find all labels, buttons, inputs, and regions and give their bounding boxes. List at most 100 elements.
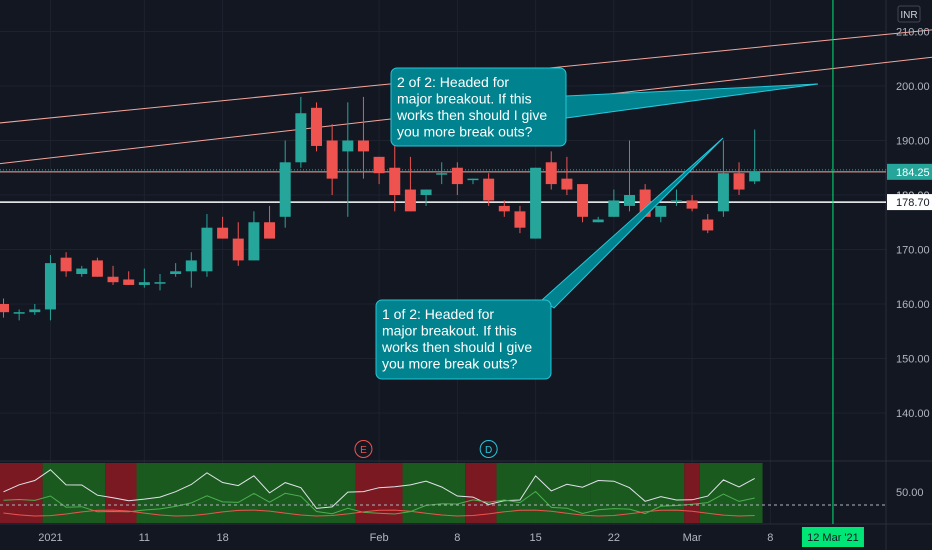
horizontal-lines[interactable]: [0, 169, 886, 203]
candle: [733, 162, 745, 195]
candle-body: [29, 309, 41, 313]
indicator-line-signal: [3, 490, 755, 515]
candle-body: [326, 140, 338, 179]
indicator-band: [699, 463, 763, 523]
candle: [483, 173, 495, 206]
callout-line: major breakout. If this: [397, 91, 532, 107]
currency-badge[interactable]: INR: [897, 5, 921, 23]
candle: [655, 205, 667, 223]
time-tick-label: 8: [767, 532, 773, 544]
candle-body: [686, 200, 698, 209]
event-marker-circle: [354, 440, 373, 458]
candle: [217, 216, 229, 239]
candle-body: [561, 178, 573, 190]
candle: [13, 309, 25, 321]
candle: [107, 265, 119, 285]
candle: [185, 252, 197, 288]
candle: [123, 271, 135, 285]
support-price-tag: [887, 194, 932, 211]
price-tick-label: 170.00: [896, 245, 930, 257]
callout-line: 2 of 2: Headed for: [397, 74, 509, 90]
callout-box: [390, 67, 567, 147]
last-price-tag: [887, 163, 932, 180]
candle: [357, 96, 369, 179]
event-marker-circle: [479, 440, 498, 458]
candle: [154, 274, 166, 291]
callout-line: 1 of 2: Headed for: [382, 306, 494, 322]
candle: [232, 222, 244, 266]
candle-body: [436, 173, 448, 175]
candle-body: [373, 156, 385, 174]
candle: [373, 156, 385, 185]
candle: [295, 96, 307, 168]
candle: [342, 102, 354, 217]
time-tick-label: 18: [216, 532, 228, 544]
candle: [76, 265, 88, 277]
candle-body: [0, 304, 9, 313]
candle-body: [733, 173, 745, 190]
candle-body: [717, 173, 729, 212]
indicator-band: [496, 463, 591, 523]
callout-line: major breakout. If this: [382, 323, 517, 339]
price-tick-label: 140.00: [896, 408, 930, 420]
candle: [608, 189, 620, 217]
price-tick-label: 190.00: [896, 136, 930, 148]
price-axis[interactable]: 140.00150.00160.00170.00180.00190.00200.…: [887, 27, 932, 500]
price-tick-label: 150.00: [896, 354, 930, 366]
candle: [44, 254, 56, 321]
candle-body: [201, 227, 213, 272]
indicator-band: [136, 463, 356, 523]
candle-body: [624, 195, 635, 206]
candle: [561, 156, 573, 195]
indicator-band: [465, 463, 497, 523]
candle: [467, 178, 479, 185]
time-tick-label: 15: [529, 532, 541, 544]
candle: [0, 298, 9, 318]
candle: [749, 129, 761, 185]
candle-body: [389, 167, 401, 195]
event-marker-d[interactable]: D: [479, 440, 498, 458]
candle: [60, 252, 72, 277]
candle: [420, 189, 432, 206]
candle-body: [545, 162, 557, 185]
indicator-band: [105, 463, 137, 523]
indicator-band: [590, 463, 653, 523]
candle-body: [670, 200, 682, 202]
candle: [717, 140, 729, 217]
candle-body: [76, 268, 88, 275]
candle: [91, 257, 103, 277]
candle-body: [248, 222, 260, 261]
candle-body: [91, 260, 103, 277]
candle: [138, 268, 150, 288]
candle-body: [185, 260, 197, 272]
callout-line: works then should I give: [396, 107, 547, 123]
candle: [29, 304, 41, 315]
callout-line: works then should I give: [381, 339, 532, 355]
candle-body: [264, 222, 276, 239]
candle-body: [154, 282, 166, 284]
candles: [0, 96, 761, 321]
indicator-pane: [0, 463, 886, 523]
candle-body: [577, 184, 589, 217]
candle: [201, 214, 213, 277]
candle-body: [295, 113, 307, 163]
candle-body: [483, 178, 495, 201]
candle-body: [232, 238, 244, 261]
candle-body: [13, 312, 25, 314]
price-tick-label: 200.00: [896, 81, 930, 93]
candle: [530, 167, 542, 239]
candle-body: [655, 205, 667, 217]
candle: [264, 205, 276, 239]
time-axis[interactable]: 2021 11 18 Feb 8 15 22 Mar 8 12 Mar '21: [38, 527, 864, 547]
candle-body: [170, 271, 182, 275]
event-marker-e[interactable]: E: [354, 440, 373, 458]
candle-body: [749, 171, 761, 182]
time-tick-label: Feb: [370, 532, 389, 544]
candle-body: [639, 189, 651, 217]
candle: [404, 156, 416, 212]
